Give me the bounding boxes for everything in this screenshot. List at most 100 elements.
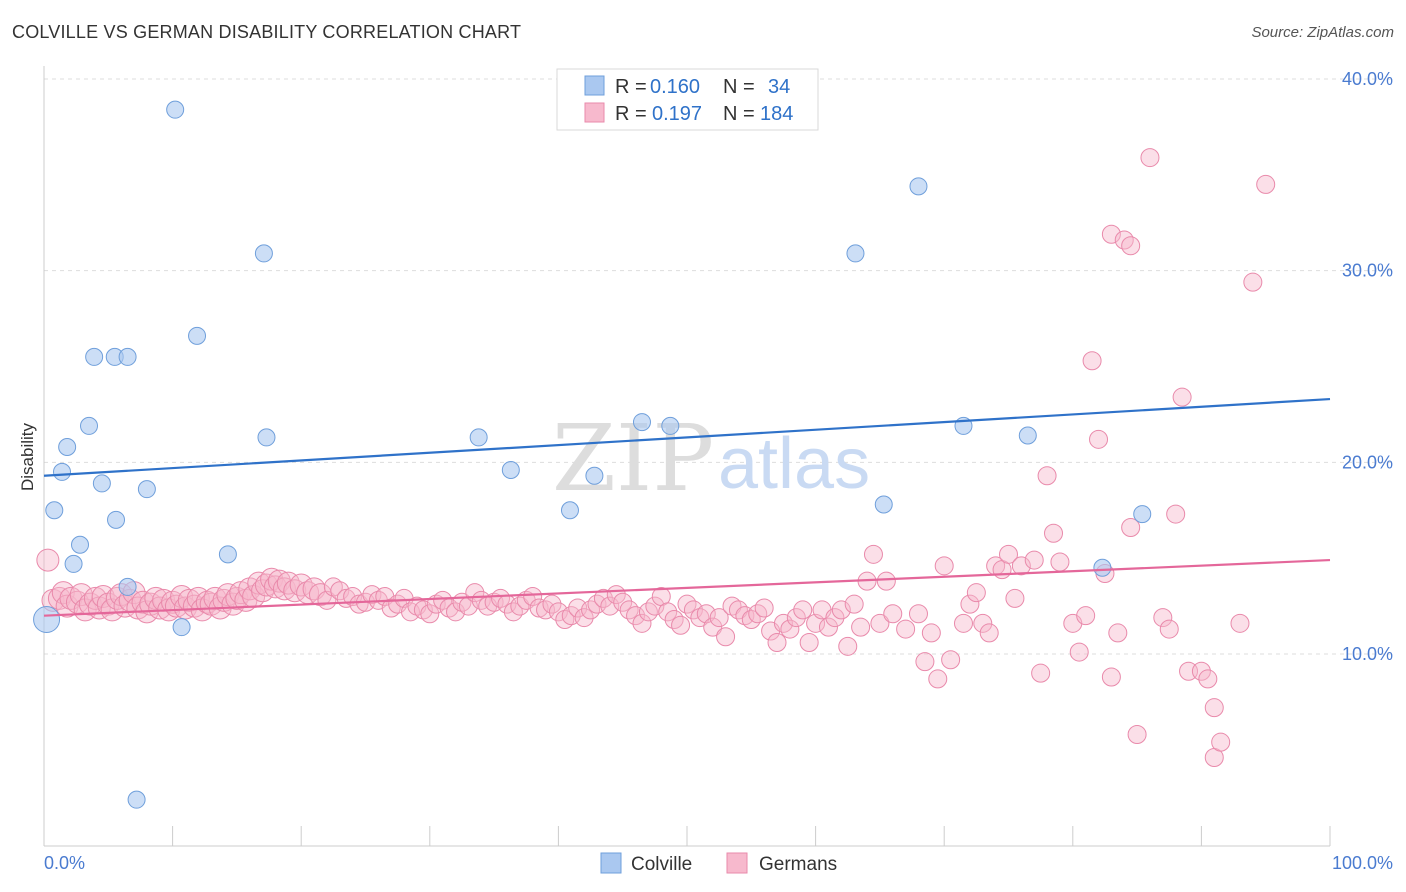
colville-point (58, 438, 77, 456)
germans-point (786, 608, 806, 628)
germans-point (844, 594, 864, 614)
source-label: Source: ZipAtlas.com (1251, 24, 1394, 41)
colville-point (71, 535, 90, 554)
germans-point (716, 627, 736, 647)
germans-point (1121, 236, 1141, 256)
germans-point (1140, 148, 1160, 168)
germans-point (1172, 387, 1192, 407)
colville-point (80, 416, 99, 435)
germans-point (908, 604, 928, 624)
germans-point (1121, 518, 1141, 537)
germans-point (1089, 429, 1109, 449)
germans-point (934, 556, 954, 576)
germans-point (973, 613, 993, 633)
germans-point (1198, 669, 1218, 689)
germans-point (1211, 732, 1231, 752)
germans-point (1082, 351, 1102, 371)
bottom-legend-label-colville: Colville (631, 854, 692, 875)
bottom-legend: Colville Germans (600, 852, 837, 875)
x-tick-label-min: 0.0% (44, 853, 85, 873)
germans-point (1256, 174, 1276, 194)
germans-point (658, 602, 678, 622)
germans-point (683, 600, 703, 620)
colville-point (1018, 426, 1037, 445)
bottom-legend-label-germans: Germans (759, 854, 837, 875)
germans-point (645, 596, 665, 616)
germans-point (870, 613, 890, 633)
colville-point (127, 790, 146, 809)
colville-point (632, 413, 651, 432)
legend-swatch-germans (584, 102, 605, 123)
colville-point (585, 466, 604, 485)
colville-point (33, 606, 61, 633)
germans-point (1050, 552, 1070, 572)
trend-lines (43, 397, 1331, 617)
colville-point (469, 428, 488, 447)
germans-point (600, 596, 620, 616)
axes (43, 66, 1331, 847)
y-axis-title: Disability (18, 422, 37, 491)
bottom-legend-swatch-colville (600, 852, 622, 874)
germans-point (1005, 588, 1025, 608)
germans-point (1024, 550, 1044, 570)
germans-point (349, 594, 369, 614)
germans-point (831, 600, 851, 620)
germans-point (446, 602, 466, 622)
germans-points (36, 148, 1276, 767)
germans-point (529, 598, 549, 618)
colville-point (172, 618, 191, 637)
germans-point (960, 594, 980, 614)
germans-point (1044, 523, 1064, 543)
germans-point (966, 583, 986, 603)
germans-point (574, 608, 594, 628)
germans-point (343, 587, 363, 606)
germans-point (1101, 667, 1121, 687)
germans-point (999, 544, 1018, 564)
germans-point (1076, 606, 1096, 626)
colville-point (560, 501, 579, 520)
germans-point (883, 604, 903, 624)
colville-point (137, 480, 156, 499)
colville-point (909, 177, 928, 196)
colville-point (846, 244, 865, 263)
legend-n-label-2: N = (723, 103, 755, 125)
germans-point (941, 650, 961, 670)
legend-r-value-1: 0.160 (650, 76, 700, 98)
colville-point (661, 416, 680, 435)
y-tick-label-40: 40.0% (1342, 69, 1393, 89)
germans-point (36, 548, 60, 572)
germans-point (928, 669, 948, 689)
germans-point (613, 592, 633, 612)
germans-point (671, 615, 691, 635)
chart-title: COLVILLE VS GERMAN DISABILITY CORRELATIO… (12, 22, 522, 42)
legend-r-value-2: 0.197 (652, 103, 702, 125)
germans-point (1011, 556, 1031, 576)
germans-point (542, 594, 562, 614)
germans-point (420, 604, 440, 624)
colville-point (874, 495, 893, 514)
colville-points (33, 100, 1152, 809)
germans-point (799, 633, 819, 652)
germans-point (1166, 504, 1186, 524)
germans-point (330, 581, 350, 601)
germans-trend-line (43, 558, 1331, 617)
germans-point (548, 602, 568, 622)
colville-point (92, 474, 111, 493)
germans-point (863, 544, 883, 564)
colville-point (107, 510, 126, 529)
legend-n-value-2: 184 (760, 103, 793, 125)
germans-point (289, 573, 313, 597)
germans-point (896, 619, 916, 639)
watermark: ZIP atlas (552, 405, 870, 512)
germans-point (1191, 661, 1211, 681)
colville-point (188, 326, 207, 345)
colville-point (501, 461, 520, 479)
legend-r-label-1: R = (615, 76, 647, 98)
colville-point (254, 244, 273, 263)
germans-point (703, 617, 723, 637)
germans-point (1069, 642, 1089, 662)
germans-point (921, 623, 941, 643)
colville-point (218, 545, 237, 564)
y-tick-label-20: 20.0% (1342, 452, 1393, 472)
